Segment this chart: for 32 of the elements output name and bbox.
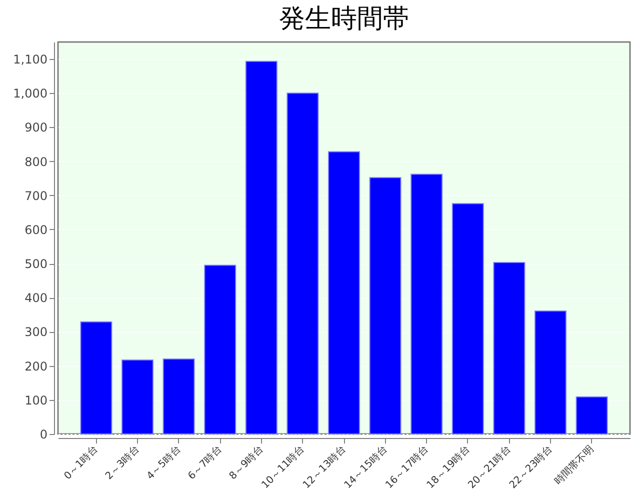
y-tick-label: 200	[24, 359, 48, 374]
y-tick-label: 500	[24, 257, 48, 272]
y-tick-label: 300	[24, 325, 48, 340]
y-tick-label: 400	[24, 291, 48, 306]
x-tick-label: 0～1時台	[62, 443, 100, 482]
y-tick-label: 600	[24, 222, 48, 237]
y-tick-label: 800	[24, 154, 48, 169]
bar	[245, 60, 278, 434]
bar	[369, 177, 402, 434]
y-tick-label: 100	[24, 393, 48, 408]
bar	[204, 264, 236, 434]
x-tick-label: 2～3時台	[103, 443, 142, 482]
x-tick-label: 8～9時台	[226, 443, 266, 482]
bar	[122, 360, 154, 434]
y-tick-label: 0	[40, 428, 48, 442]
x-tick-label: 6～7時台	[186, 443, 224, 482]
chart-title: 発生時間帯	[279, 4, 409, 34]
x-tick-label: 4～5時台	[144, 443, 184, 482]
y-tick-label: 1,000	[13, 86, 48, 101]
y-tick-label: 1,100	[13, 52, 48, 67]
x-tick-label: 時間帯不明	[552, 443, 596, 488]
bar	[328, 151, 360, 434]
bar	[80, 321, 112, 434]
bar	[286, 92, 319, 434]
bar	[452, 203, 484, 434]
y-tick-label: 700	[24, 188, 48, 203]
bar	[576, 396, 608, 434]
bar	[493, 262, 526, 434]
bar	[534, 310, 566, 434]
bar	[410, 174, 443, 434]
bar	[162, 358, 195, 434]
y-tick-label: 900	[24, 120, 48, 135]
